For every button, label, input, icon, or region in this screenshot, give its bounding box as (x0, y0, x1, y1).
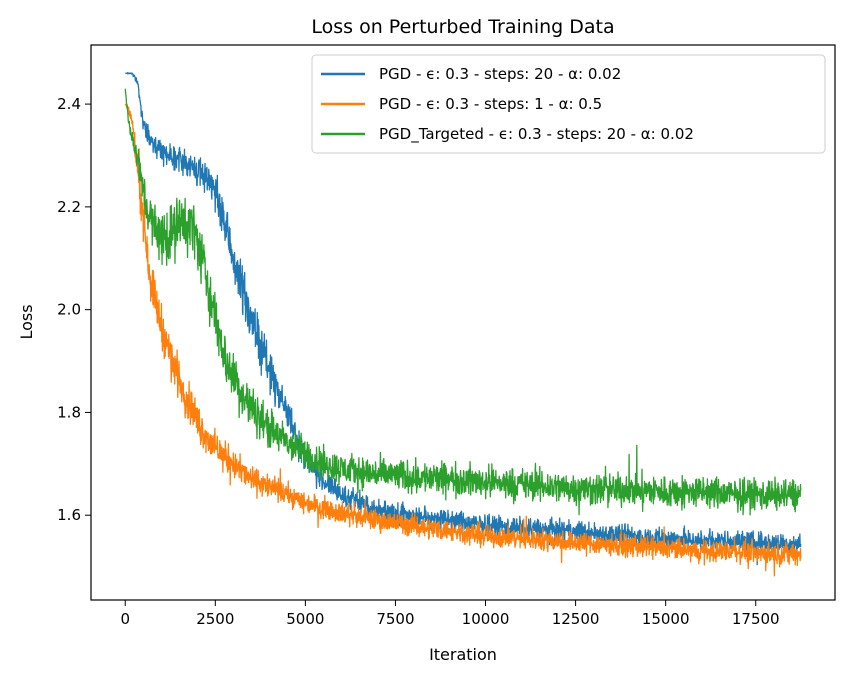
series-line-2 (124, 88, 802, 516)
chart-title: Loss on Perturbed Training Data (311, 16, 614, 38)
y-tick-label: 2.0 (57, 301, 81, 319)
y-tick-label: 1.8 (57, 403, 81, 421)
series-layer (124, 72, 802, 577)
y-axis-label: Loss (17, 304, 36, 339)
y-tick-label: 2.2 (57, 198, 81, 216)
x-tick-label: 0 (120, 610, 130, 628)
legend-box (311, 54, 826, 154)
x-tick-label: 17500 (732, 610, 780, 628)
x-tick-label: 15000 (642, 610, 690, 628)
plot-area (90, 44, 836, 601)
x-axis-ticks: 0 2500 5000 7500 10000 12500 15000 17500 (120, 600, 780, 628)
legend: PGD - ϵ: 0.3 - steps: 20 - α: 0.02 PGD - … (311, 54, 826, 154)
x-tick-label: 7500 (376, 610, 414, 628)
x-tick-label: 5000 (286, 610, 324, 628)
axes-frame (90, 44, 836, 601)
y-axis-ticks: 1.6 1.8 2.0 2.2 2.4 (57, 95, 91, 524)
legend-entries: PGD - ϵ: 0.3 - steps: 20 - α: 0.02 PGD - … (321, 65, 694, 144)
series-line-0 (124, 72, 802, 566)
legend-label: PGD - ϵ: 0.3 - steps: 20 - α: 0.02 (379, 65, 621, 83)
series-line-1 (124, 103, 802, 577)
x-tick-label: 10000 (462, 610, 510, 628)
y-tick-label: 1.6 (57, 506, 81, 524)
y-tick-label: 2.4 (57, 95, 81, 113)
legend-label: PGD - ϵ: 0.3 - steps: 1 - α: 0.5 (379, 95, 602, 113)
legend-label: PGD_Targeted - ϵ: 0.3 - steps: 20 - α: 0… (379, 125, 694, 144)
x-tick-label: 12500 (552, 610, 600, 628)
x-axis-label: Iteration (429, 645, 497, 664)
x-tick-label: 2500 (196, 610, 234, 628)
